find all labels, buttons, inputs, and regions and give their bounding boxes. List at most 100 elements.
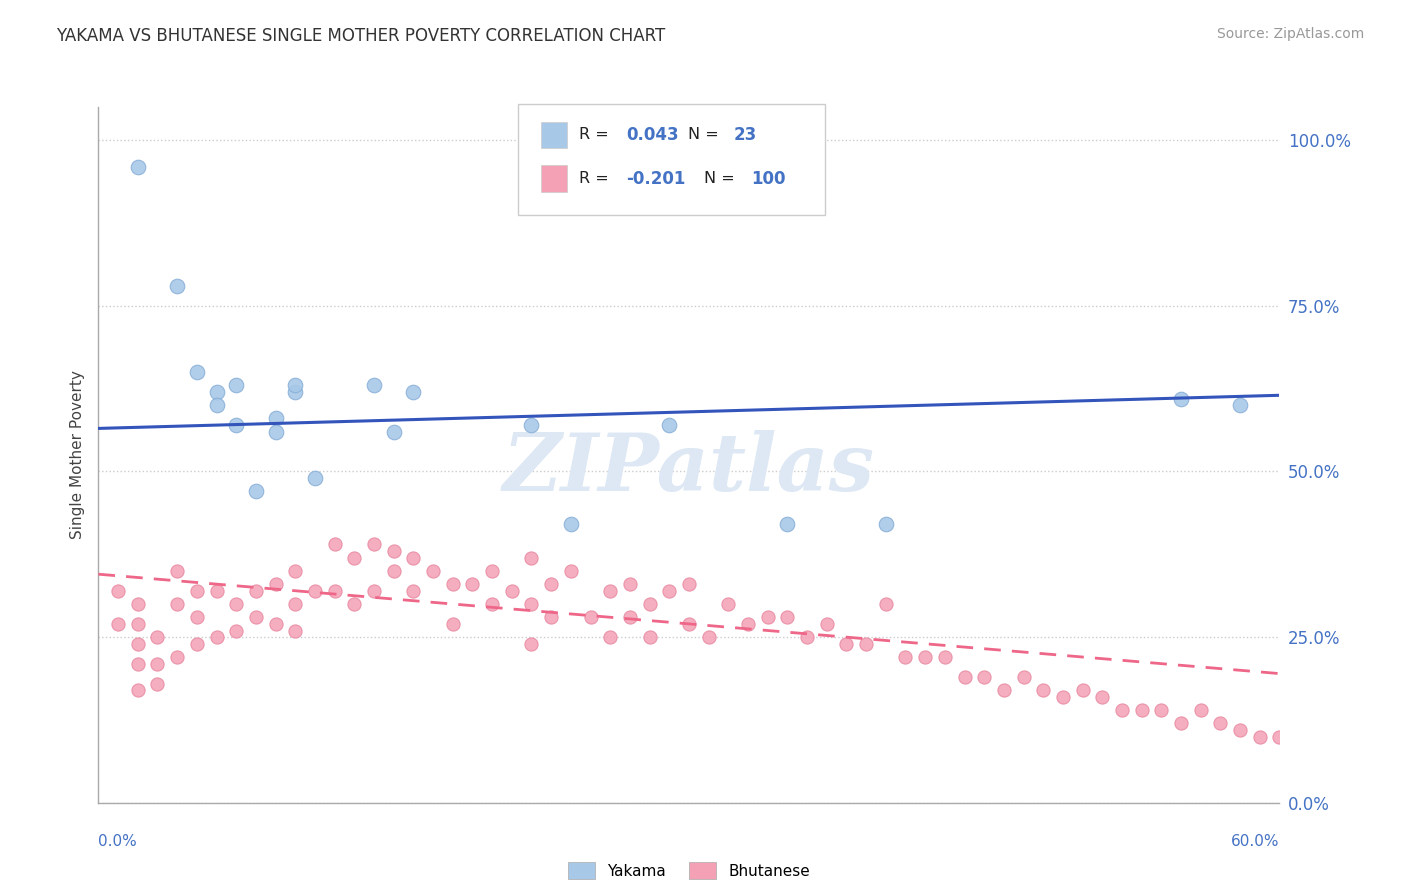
Point — [363, 378, 385, 392]
Point — [619, 610, 641, 624]
Point — [205, 398, 228, 412]
Point — [127, 160, 149, 174]
Point — [264, 425, 287, 439]
Point — [186, 610, 208, 624]
Point — [186, 583, 208, 598]
Point — [304, 471, 326, 485]
Point — [205, 583, 228, 598]
Point — [658, 418, 681, 433]
Point — [225, 378, 247, 392]
Text: R =: R = — [579, 171, 614, 186]
Point — [835, 637, 858, 651]
Text: N =: N = — [688, 128, 724, 143]
Point — [382, 544, 405, 558]
Point — [146, 657, 169, 671]
Point — [619, 577, 641, 591]
Point — [520, 637, 543, 651]
Point — [973, 670, 995, 684]
Point — [520, 550, 543, 565]
Point — [776, 517, 799, 532]
Point — [107, 583, 129, 598]
Y-axis label: Single Mother Poverty: Single Mother Poverty — [69, 370, 84, 540]
Point — [245, 583, 267, 598]
Point — [127, 597, 149, 611]
Point — [166, 279, 188, 293]
Point — [1130, 703, 1153, 717]
Point — [166, 597, 188, 611]
Point — [1170, 716, 1192, 731]
Point — [1012, 670, 1035, 684]
Point — [264, 411, 287, 425]
Point — [934, 650, 956, 665]
Point — [107, 616, 129, 631]
Point — [1032, 683, 1054, 698]
Point — [225, 597, 247, 611]
Point — [284, 564, 307, 578]
Text: 0.043: 0.043 — [626, 126, 679, 144]
Point — [678, 577, 700, 591]
Point — [225, 624, 247, 638]
Point — [875, 517, 897, 532]
Point — [186, 365, 208, 379]
Point — [343, 550, 366, 565]
Point — [245, 484, 267, 499]
Point — [382, 564, 405, 578]
Point — [264, 577, 287, 591]
Point — [815, 616, 838, 631]
Point — [1347, 730, 1369, 744]
Point — [481, 564, 503, 578]
Point — [127, 637, 149, 651]
Point — [638, 597, 661, 611]
Point — [914, 650, 936, 665]
Text: -0.201: -0.201 — [626, 169, 686, 187]
Point — [441, 577, 464, 591]
Point — [205, 630, 228, 644]
Point — [127, 657, 149, 671]
Point — [501, 583, 523, 598]
Point — [638, 630, 661, 644]
Point — [382, 425, 405, 439]
Point — [520, 597, 543, 611]
Point — [1386, 730, 1406, 744]
Point — [1229, 398, 1251, 412]
Point — [1150, 703, 1173, 717]
Text: R =: R = — [579, 128, 614, 143]
Point — [1111, 703, 1133, 717]
Text: 23: 23 — [734, 126, 756, 144]
Point — [599, 630, 621, 644]
Point — [658, 583, 681, 598]
Point — [1209, 716, 1232, 731]
Point — [225, 418, 247, 433]
Point — [560, 564, 582, 578]
Text: 60.0%: 60.0% — [1232, 834, 1279, 849]
Point — [1052, 690, 1074, 704]
Point — [953, 670, 976, 684]
Point — [855, 637, 877, 651]
Point — [284, 384, 307, 399]
Point — [1071, 683, 1094, 698]
Point — [402, 550, 425, 565]
Point — [323, 537, 346, 551]
Point — [461, 577, 484, 591]
Point — [776, 610, 799, 624]
Point — [146, 676, 169, 690]
Point — [560, 517, 582, 532]
Point — [127, 616, 149, 631]
Point — [304, 583, 326, 598]
Point — [363, 537, 385, 551]
Point — [1288, 730, 1310, 744]
Point — [540, 610, 562, 624]
Text: 0.0%: 0.0% — [98, 834, 138, 849]
Point — [481, 597, 503, 611]
Point — [1327, 730, 1350, 744]
Point — [579, 610, 602, 624]
Point — [1308, 730, 1330, 744]
Point — [520, 418, 543, 433]
Legend: Yakama, Bhutanese: Yakama, Bhutanese — [561, 855, 817, 886]
Point — [441, 616, 464, 631]
Point — [894, 650, 917, 665]
Point — [205, 384, 228, 399]
Point — [422, 564, 444, 578]
Point — [402, 583, 425, 598]
Point — [1189, 703, 1212, 717]
